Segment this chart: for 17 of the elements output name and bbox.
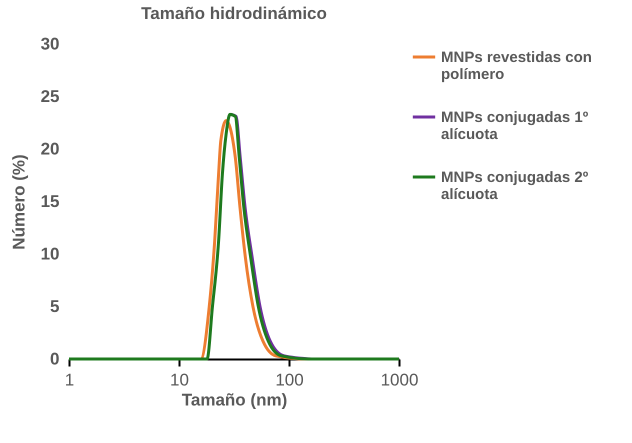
- y-tick-label: 10: [40, 244, 60, 264]
- y-tick-label: 5: [50, 297, 60, 316]
- x-tick-label: 1000: [380, 370, 418, 390]
- legend-label: MNPs conjugadas 1º alícuota: [441, 109, 589, 143]
- y-tick-label: 15: [40, 192, 60, 211]
- chart-title: Tamaño hidrodinámico: [141, 4, 327, 23]
- x-tick-label: 10: [170, 370, 189, 390]
- y-tick-label: 20: [40, 140, 60, 158]
- legend-label: MNPs revestidas con polímero: [441, 49, 592, 83]
- y-tick-label: 30: [40, 34, 60, 54]
- legend-label: MNPs conjugadas 2º alícuota: [441, 169, 589, 203]
- x-axis-title: Tamaño (nm): [182, 390, 288, 410]
- y-tick-label: 25: [40, 87, 60, 106]
- x-tick-label: 100: [275, 370, 304, 390]
- y-tick-label: 0: [50, 350, 60, 368]
- y-axis-title: Número (%): [10, 154, 29, 250]
- x-tick-label: 1: [64, 370, 74, 390]
